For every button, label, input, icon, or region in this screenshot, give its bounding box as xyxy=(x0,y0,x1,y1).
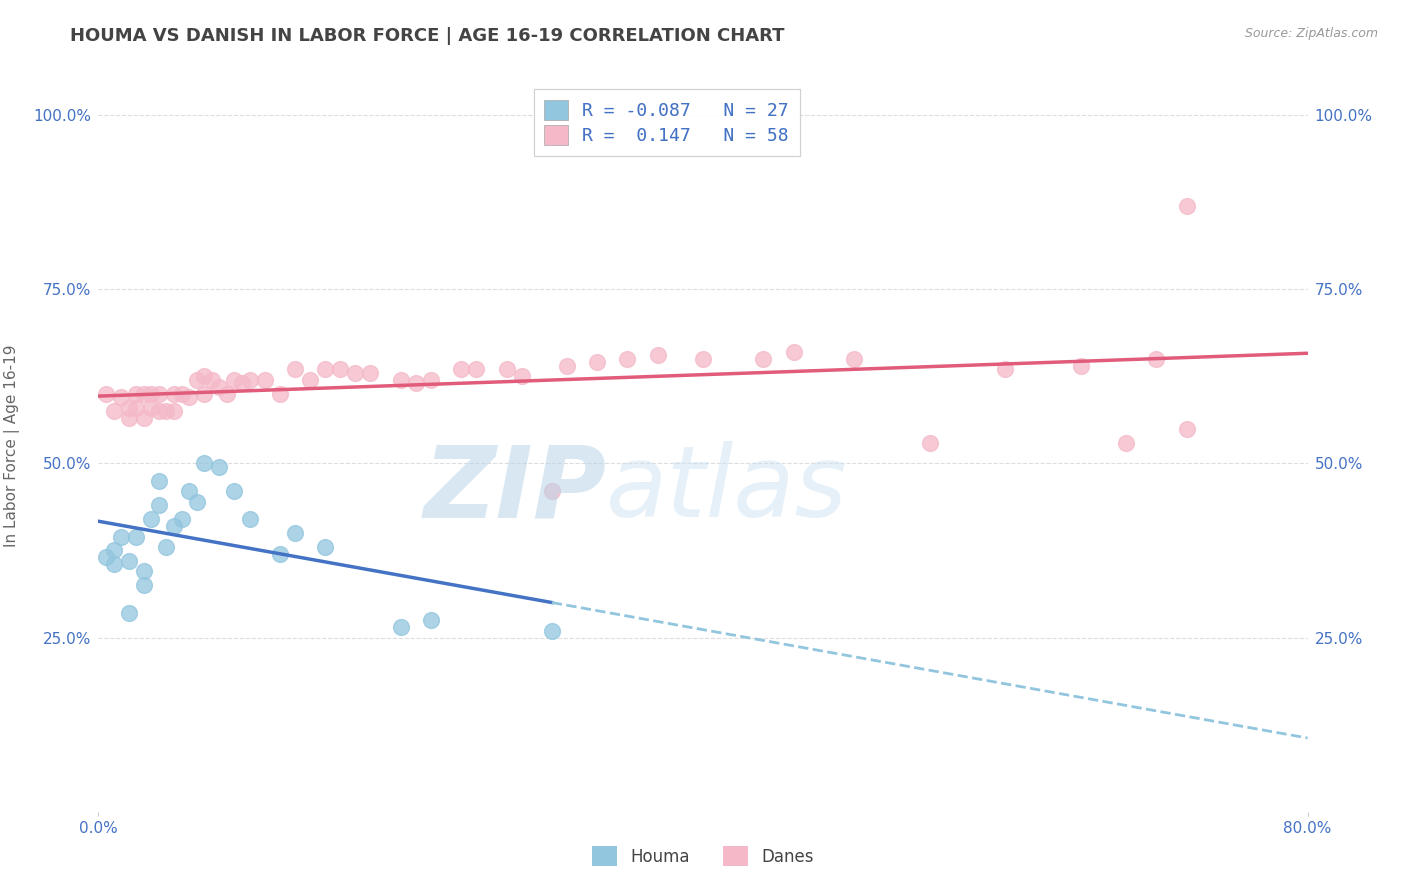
Point xyxy=(1175,199,1198,213)
Text: ZIP: ZIP xyxy=(423,442,606,539)
Point xyxy=(918,435,941,450)
Point xyxy=(208,459,231,474)
Point xyxy=(132,386,155,401)
Point xyxy=(155,404,177,418)
Point xyxy=(269,547,291,561)
Point xyxy=(344,366,367,380)
Point xyxy=(103,543,125,558)
Point xyxy=(163,519,186,533)
Point xyxy=(132,411,155,425)
Point xyxy=(148,386,170,401)
Point xyxy=(118,401,141,415)
Point xyxy=(253,373,276,387)
Point xyxy=(186,373,208,387)
Point xyxy=(239,512,262,526)
Y-axis label: In Labor Force | Age 16-19: In Labor Force | Age 16-19 xyxy=(4,344,20,548)
Point xyxy=(170,386,193,401)
Point xyxy=(148,498,170,512)
Point xyxy=(360,366,382,380)
Point xyxy=(555,359,578,373)
Point xyxy=(148,474,170,488)
Point xyxy=(110,530,132,544)
Point xyxy=(329,362,352,376)
Point xyxy=(118,411,141,425)
Point xyxy=(1115,435,1137,450)
Point xyxy=(179,390,201,404)
Point xyxy=(103,558,125,572)
Point xyxy=(269,386,291,401)
Point xyxy=(118,554,141,568)
Point xyxy=(1070,359,1092,373)
Point xyxy=(450,362,472,376)
Point xyxy=(284,526,307,541)
Point xyxy=(110,390,132,404)
Point xyxy=(994,362,1017,376)
Point xyxy=(132,578,155,592)
Text: Source: ZipAtlas.com: Source: ZipAtlas.com xyxy=(1244,27,1378,40)
Legend: R = -0.087   N = 27, R =  0.147   N = 58: R = -0.087 N = 27, R = 0.147 N = 58 xyxy=(534,89,800,156)
Point xyxy=(201,373,224,387)
Point xyxy=(103,404,125,418)
Point xyxy=(125,401,148,415)
Point xyxy=(231,376,253,391)
Text: atlas: atlas xyxy=(606,442,848,539)
Point xyxy=(540,624,562,638)
Point xyxy=(284,362,307,376)
Point xyxy=(1175,421,1198,435)
Point xyxy=(647,348,669,362)
Point xyxy=(141,386,163,401)
Point xyxy=(465,362,488,376)
Point xyxy=(179,484,201,499)
Point xyxy=(125,530,148,544)
Point xyxy=(844,351,866,366)
Point xyxy=(193,386,215,401)
Point xyxy=(1144,351,1167,366)
Legend: Houma, Danes: Houma, Danes xyxy=(583,838,823,875)
Point xyxy=(215,386,238,401)
Point xyxy=(125,386,148,401)
Point xyxy=(783,345,806,359)
Point xyxy=(94,386,117,401)
Point xyxy=(163,404,186,418)
Point xyxy=(163,386,186,401)
Point xyxy=(405,376,427,391)
Point xyxy=(170,512,193,526)
Point xyxy=(94,550,117,565)
Point xyxy=(193,457,215,471)
Text: HOUMA VS DANISH IN LABOR FORCE | AGE 16-19 CORRELATION CHART: HOUMA VS DANISH IN LABOR FORCE | AGE 16-… xyxy=(70,27,785,45)
Point xyxy=(314,362,336,376)
Point xyxy=(616,351,638,366)
Point xyxy=(186,494,208,508)
Point xyxy=(420,613,443,627)
Point xyxy=(224,373,246,387)
Point xyxy=(118,606,141,620)
Point xyxy=(314,540,336,554)
Point xyxy=(389,620,412,634)
Point xyxy=(148,404,170,418)
Point xyxy=(420,373,443,387)
Point xyxy=(540,484,562,499)
Point xyxy=(510,369,533,384)
Point xyxy=(586,355,609,369)
Point xyxy=(299,373,322,387)
Point xyxy=(208,380,231,394)
Point xyxy=(132,565,155,579)
Point xyxy=(239,373,262,387)
Point xyxy=(692,351,714,366)
Point xyxy=(193,369,215,384)
Point xyxy=(495,362,517,376)
Point xyxy=(141,401,163,415)
Point xyxy=(141,512,163,526)
Point xyxy=(224,484,246,499)
Point xyxy=(155,540,177,554)
Point xyxy=(752,351,775,366)
Point xyxy=(389,373,412,387)
